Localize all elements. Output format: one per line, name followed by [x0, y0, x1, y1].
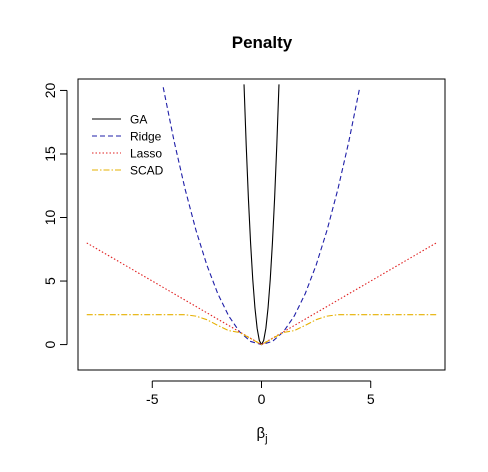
legend-label-ridge: Ridge [130, 130, 162, 144]
plot-frame [77, 78, 446, 371]
chart-title: Penalty [232, 33, 293, 52]
x-tick-label: -5 [146, 391, 159, 407]
series-line-lasso [86, 242, 437, 346]
y-tick-label: 10 [42, 210, 58, 226]
legend-label-scad: SCAD [130, 164, 164, 178]
series-line-ga [243, 84, 280, 346]
x-axis-label-main: β [256, 425, 265, 442]
axes-layer: -5 0 5 0 5 10 15 20 [42, 82, 375, 407]
x-axis-label: βj [256, 425, 267, 445]
legend-label-ga: GA [130, 113, 147, 127]
y-tick-label: 5 [42, 277, 58, 285]
legend: GA Ridge Lasso SCAD [92, 113, 164, 178]
x-axis-label-subscript: j [264, 433, 267, 445]
series-line-ridge [162, 87, 361, 346]
x-tick-label: 5 [367, 391, 375, 407]
series-line-scad [86, 314, 437, 346]
y-tick-label: 0 [42, 340, 58, 348]
series-layer [86, 84, 437, 346]
legend-label-lasso: Lasso [130, 147, 162, 161]
y-tick-label: 20 [42, 82, 58, 98]
y-tick-label: 15 [42, 146, 58, 162]
x-tick-label: 0 [258, 391, 266, 407]
